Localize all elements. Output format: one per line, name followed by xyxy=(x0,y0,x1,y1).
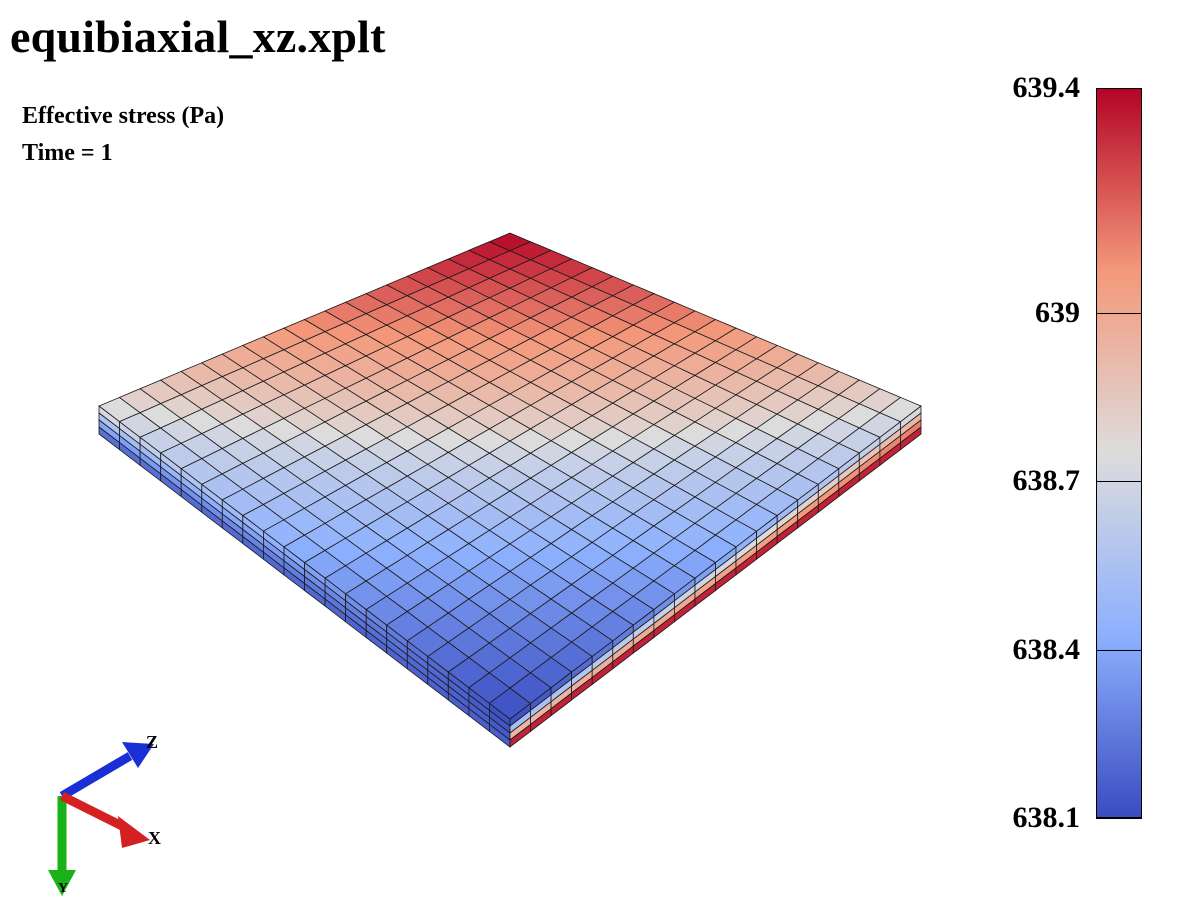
mesh-element-face xyxy=(879,396,922,423)
axis-triad[interactable]: Z X Y xyxy=(30,720,190,900)
legend-tick-label: 638.4 xyxy=(1012,632,1081,666)
legend-tick-label: 639.4 xyxy=(1012,71,1081,104)
legend-tick-mark xyxy=(1096,88,1142,89)
legend-tick-mark xyxy=(1096,312,1142,314)
z-axis-label: Z xyxy=(146,732,158,752)
legend-color-bar xyxy=(1096,88,1142,818)
file-title: equibiaxial_xz.xplt xyxy=(10,11,386,62)
legend-tick-mark xyxy=(1096,649,1142,651)
time-label: Time = 1 xyxy=(22,140,113,166)
y-axis-label: Y xyxy=(58,881,68,896)
y-axis-arrow xyxy=(48,796,76,896)
field-label: Effective stress (Pa) xyxy=(22,103,225,129)
mesh-side-front xyxy=(509,405,922,748)
mesh-side-left xyxy=(98,405,511,748)
legend-tick-label: 638.1 xyxy=(1012,801,1081,834)
mesh-element-face xyxy=(900,426,922,451)
legend-tick-mark xyxy=(1096,818,1142,819)
legend-tick-label: 639 xyxy=(1035,295,1080,329)
mesh-top-face xyxy=(98,232,922,720)
z-axis-arrow xyxy=(59,742,154,800)
legend-tick-label: 638.7 xyxy=(1012,464,1081,498)
x-axis-arrow xyxy=(59,791,150,848)
x-axis-label: X xyxy=(148,828,161,848)
legend-tick-mark xyxy=(1096,481,1142,483)
